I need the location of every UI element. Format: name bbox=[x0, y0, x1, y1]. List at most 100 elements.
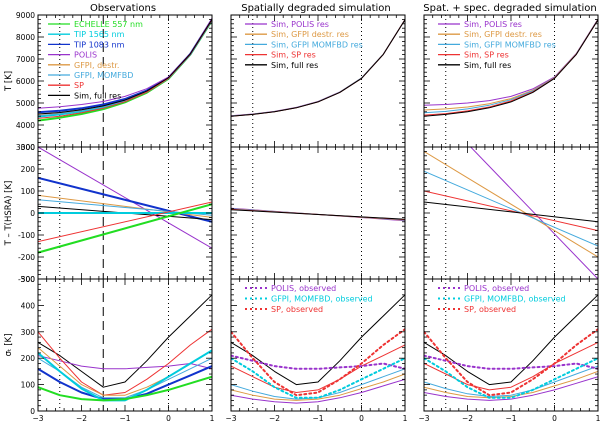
series-group bbox=[424, 18, 598, 117]
legend-label: Sim, full res bbox=[74, 91, 121, 100]
y-tick-label: 6000 bbox=[16, 77, 35, 86]
x-tick-label: −1 bbox=[505, 414, 516, 423]
legend-label: SP, observed bbox=[271, 305, 323, 314]
legend-label: POLIS, observed bbox=[271, 284, 336, 293]
series-line-sim-full-res bbox=[231, 209, 405, 220]
y-tick-label: 200 bbox=[21, 165, 36, 174]
y-tick-label: 9000 bbox=[16, 11, 35, 20]
series-group bbox=[231, 19, 405, 117]
y-tick-label: 7000 bbox=[16, 55, 35, 64]
series-line-sim-full-res bbox=[231, 19, 405, 117]
series-line-echelle-557-nm bbox=[38, 203, 212, 254]
legend-label: POLIS, observed bbox=[464, 284, 529, 293]
series-group bbox=[38, 147, 212, 254]
series-line-gfpi-destr- bbox=[38, 194, 212, 218]
series-line-sim-full-res bbox=[424, 294, 598, 386]
series-group bbox=[231, 294, 405, 404]
panel-r2c3 bbox=[423, 146, 599, 280]
x-tick-label: −2 bbox=[76, 414, 87, 423]
panel-frame bbox=[37, 278, 213, 412]
legend-label: ECHELLE 557 nm bbox=[74, 20, 143, 29]
y-tick-label: 0 bbox=[30, 407, 35, 416]
y-tick-label: 5000 bbox=[16, 99, 35, 108]
series-line-sp-observed bbox=[231, 328, 405, 397]
series-line-sim-full-res bbox=[424, 201, 598, 223]
x-tick-label: 0 bbox=[359, 414, 364, 423]
x-tick-label: 1 bbox=[596, 414, 600, 423]
x-tick-label: 0 bbox=[552, 414, 557, 423]
y-tick-label: -200 bbox=[18, 253, 35, 262]
series-line-sim-gfpi-destr-res bbox=[424, 370, 598, 399]
series-line-gfpi-momfbd-observed bbox=[231, 357, 405, 399]
y-tick-label: 4000 bbox=[16, 121, 35, 130]
legend-label: Sim, GFPI destr. res bbox=[271, 30, 349, 39]
y-tick-label: -300 bbox=[18, 275, 35, 284]
series-group bbox=[231, 207, 405, 222]
series-line-sp bbox=[38, 328, 212, 396]
y-axis-label: T [K] bbox=[4, 71, 14, 92]
x-tick-label: −1 bbox=[119, 414, 130, 423]
y-tick-label: 300 bbox=[21, 328, 36, 337]
series-line-tip-1565-nm bbox=[38, 349, 212, 402]
series-line-sim-sp-res bbox=[424, 341, 598, 391]
y-tick-label: 100 bbox=[21, 187, 36, 196]
series-group bbox=[424, 147, 598, 279]
series-line-sp bbox=[38, 201, 212, 243]
series-line-echelle-557-nm bbox=[38, 375, 212, 402]
panel-frame bbox=[230, 146, 406, 280]
legend-label: SP bbox=[74, 81, 84, 90]
legend-label: GFPI, MOMFBD, observed bbox=[464, 295, 566, 304]
panel-r2c1: -300 -200 -100 0 100 200 300 T – T(HSRA) [K] bbox=[4, 143, 213, 284]
series-group bbox=[38, 294, 212, 402]
panel-r2c2 bbox=[230, 146, 406, 280]
series-line-sim-full-res bbox=[231, 294, 405, 386]
series-line-sim-sp-res bbox=[231, 344, 405, 393]
legend-label: GFPI, destr. bbox=[74, 61, 119, 70]
legend-label: SP, observed bbox=[464, 305, 516, 314]
column-title-spat-spec-degraded: Spat. + spec. degraded simulation bbox=[423, 3, 596, 14]
legend-label: Sim, SP res bbox=[464, 51, 509, 60]
series-line-sim-gfpi-momfbd-res bbox=[424, 170, 598, 247]
series-line-sim-full-res bbox=[424, 19, 598, 117]
y-tick-label: -100 bbox=[18, 231, 35, 240]
legend-label: GFPI, MOMFBD, observed bbox=[271, 295, 373, 304]
series-line-sim-full-res bbox=[38, 18, 212, 115]
series-line-sim-full-res bbox=[38, 294, 212, 388]
series-line-sp-observed bbox=[424, 328, 598, 397]
legend-label: GFPI, MOMFBD bbox=[74, 71, 133, 80]
legend: POLIS, observed GFPI, MOMFBD, observedSP,… bbox=[245, 284, 373, 314]
x-tick-label: 1 bbox=[403, 414, 408, 423]
series-line-sim-polis-res bbox=[231, 378, 405, 404]
legend-label: Sim, GFPI MOMFBD res bbox=[464, 40, 556, 49]
y-tick-label: 8000 bbox=[16, 33, 35, 42]
x-tick-label: −2 bbox=[269, 414, 280, 423]
series-line-sim-sp-res bbox=[424, 190, 598, 232]
series-group bbox=[38, 17, 212, 122]
legend-label: Sim, POLIS res bbox=[464, 20, 522, 29]
y-tick-label: 500 bbox=[21, 275, 36, 284]
series-line-polis-observed bbox=[231, 354, 405, 370]
series-line-polis bbox=[38, 147, 212, 249]
legend-label: Sim, GFPI destr. res bbox=[464, 30, 542, 39]
legend: POLIS, observed GFPI, MOMFBD, observedSP,… bbox=[438, 284, 566, 314]
y-tick-label: 200 bbox=[21, 354, 36, 363]
y-axis-label: σₜ [K] bbox=[4, 334, 14, 357]
series-line-sim-gfpi-momfbd-res bbox=[231, 368, 405, 400]
y-tick-label: 0 bbox=[30, 209, 35, 218]
y-axis-label: T – T(HSRA) [K] bbox=[4, 181, 14, 247]
series-line-tip-1083-nm bbox=[38, 18, 212, 114]
x-tick-label: −1 bbox=[312, 414, 323, 423]
column-title-spatially-degraded: Spatially degraded simulation bbox=[241, 3, 391, 14]
x-tick-label: 1 bbox=[210, 414, 215, 423]
series-line-sim-gfpi-destr-res bbox=[424, 150, 598, 258]
x-tick-label: −3 bbox=[225, 414, 236, 423]
